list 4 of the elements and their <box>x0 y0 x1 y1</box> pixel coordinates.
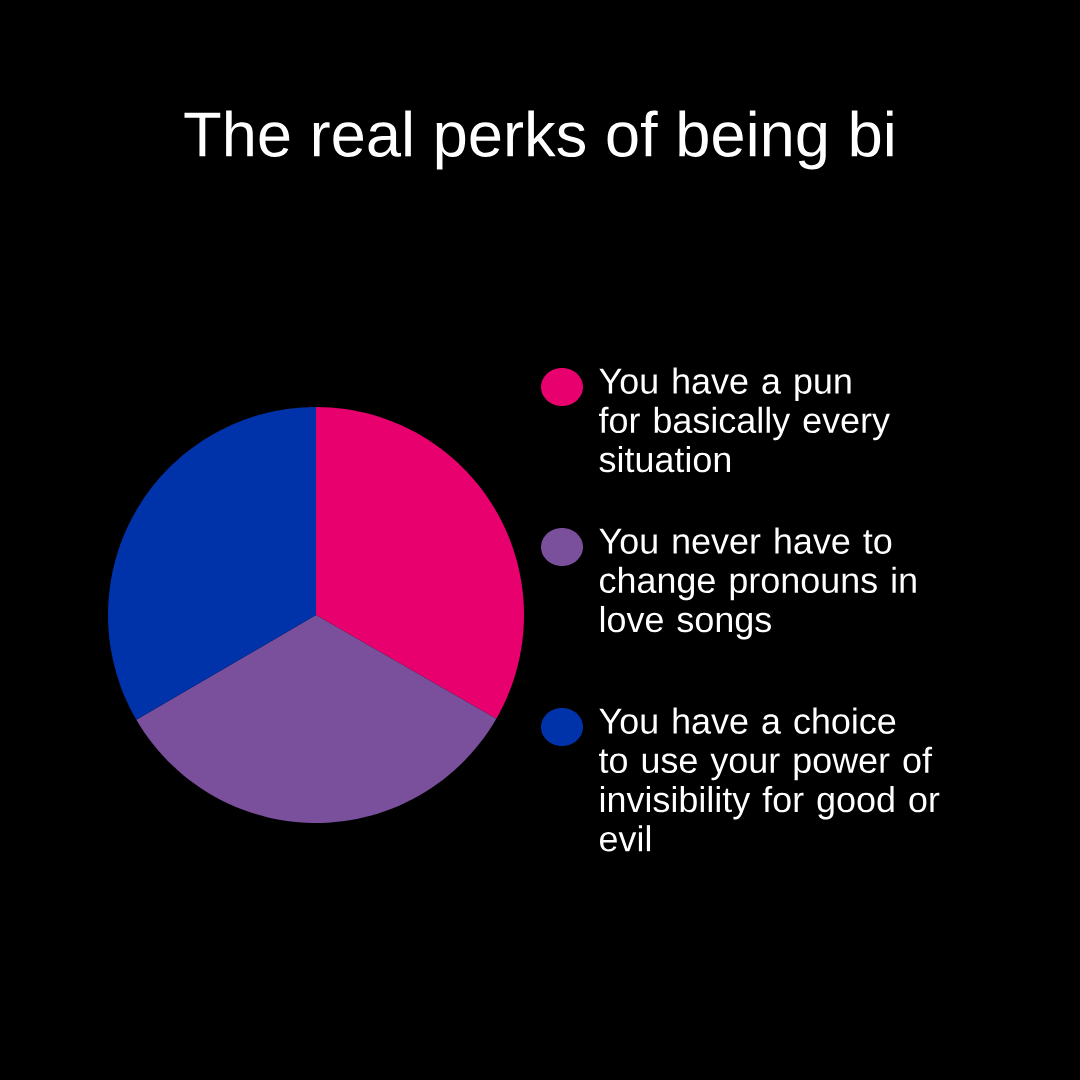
legend-label: You have a pun for basically every situation <box>599 367 890 473</box>
chart-title: The real perks of being bi <box>184 110 893 170</box>
legend-label: You never have to change pronouns in love songs <box>599 527 916 640</box>
legend-label: You have a choice to use your power of invisibility for good or evil <box>599 707 940 852</box>
